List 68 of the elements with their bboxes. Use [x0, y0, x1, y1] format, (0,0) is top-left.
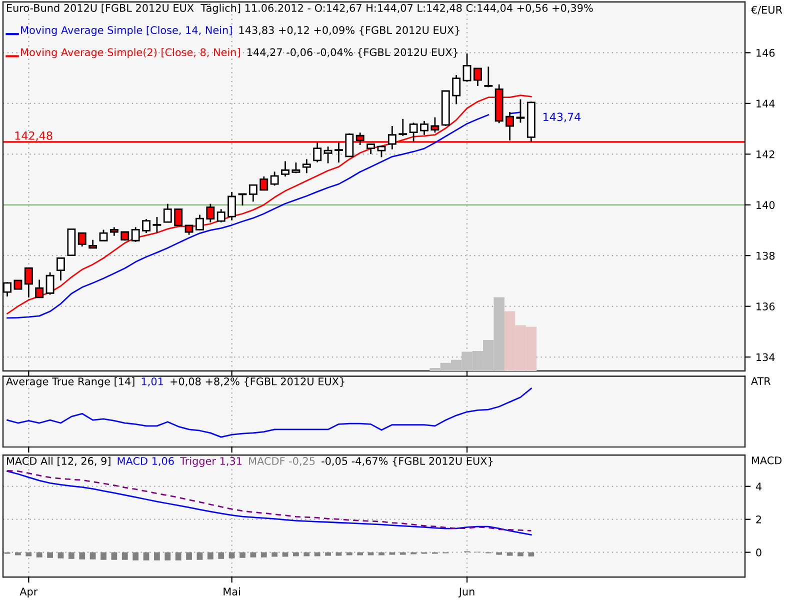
legend-label: Moving Average Simple(2) [Close, 8, Nein] — [21, 48, 240, 58]
x-tick-label: Jun — [458, 588, 474, 598]
text: MACDF -0,25 — [249, 457, 315, 466]
candlestick — [206, 203, 215, 224]
text: 1,01 — [142, 377, 163, 386]
annotation: 143,83 +0,12 +0,09% {FGBL 2012U EUX} — [239, 26, 460, 36]
candlestick — [99, 229, 108, 242]
candlestick — [281, 160, 290, 178]
candlestick — [462, 52, 472, 82]
candlestick — [516, 98, 525, 124]
x-tick-label: Apr — [20, 588, 38, 598]
candlestick — [260, 176, 268, 191]
candlestick — [430, 116, 440, 134]
chart-title: MACD All [12, 26, 9] — [6, 456, 110, 466]
y-tick-label: 4 — [756, 482, 762, 490]
candlestick — [78, 232, 86, 248]
candlestick — [270, 170, 279, 186]
y-tick-label: 146 — [756, 48, 775, 57]
candlestick — [56, 257, 65, 282]
candlestick — [163, 203, 172, 223]
y-axis-title: €/EUR — [750, 6, 782, 15]
y-axis-title: ATR — [751, 377, 771, 385]
candlestick — [228, 191, 236, 222]
y-tick-label: 134 — [756, 353, 775, 362]
candlestick — [174, 208, 183, 226]
candlestick — [184, 224, 194, 236]
y-tick-label: 0 — [756, 548, 762, 556]
candlestick — [377, 146, 386, 158]
y-axis-title: MACD — [752, 456, 782, 464]
candlestick — [324, 146, 332, 164]
candlestick — [473, 68, 482, 87]
candlestick — [420, 120, 428, 136]
candlestick — [216, 208, 226, 224]
chart-title: Average True Range [14] — [6, 377, 134, 388]
candlestick — [196, 214, 204, 230]
annotation: 144,27 -0,06 -0,04% {FGBL 2012U EUX} — [248, 48, 458, 58]
candlestick — [484, 66, 493, 88]
text: 143,74 — [544, 112, 581, 122]
candlestick — [46, 272, 54, 296]
candlestick — [452, 74, 461, 105]
candlestick — [302, 158, 311, 174]
candlestick — [35, 278, 44, 298]
candlestick — [313, 142, 322, 163]
chart-title: Euro-Bund 2012U [FGBL 2012U EUX Täglich] 11.06.2012 - O:142,67 H:144,07 L:142,48 C:144,04 +0,56 +0,39% — [6, 4, 593, 14]
y-tick-label: 144 — [756, 100, 775, 108]
candlestick — [334, 142, 343, 164]
y-tick-label: 138 — [756, 252, 775, 260]
candlestick — [345, 132, 354, 158]
legend-label: Moving Average Simple [Close, 14, Nein] — [21, 26, 232, 36]
candlestick — [248, 184, 258, 202]
y-tick-label: 2 — [756, 516, 761, 524]
candlestick — [131, 226, 140, 243]
text: MACD 1,06 — [118, 457, 174, 466]
candlestick — [398, 118, 408, 137]
candlestick — [409, 122, 418, 142]
ref-line-label: 142,48 — [15, 131, 52, 141]
candlestick — [24, 267, 33, 298]
candlestick — [366, 144, 376, 155]
y-tick-label: 140 — [756, 201, 775, 209]
x-tick-label: Mai — [224, 587, 240, 596]
y-tick-label: 136 — [756, 302, 775, 310]
y-tick-label: 142 — [756, 150, 774, 158]
annotation: -0,05 -4,67% {FGBL 2012U EUX} — [322, 456, 493, 466]
text: Trigger 1,31 — [180, 456, 242, 467]
text: +0,08 +8,2% {FGBL 2012U EUX} — [170, 377, 344, 387]
candlestick — [388, 125, 396, 150]
candlestick — [152, 216, 162, 234]
candlestick — [142, 218, 150, 234]
